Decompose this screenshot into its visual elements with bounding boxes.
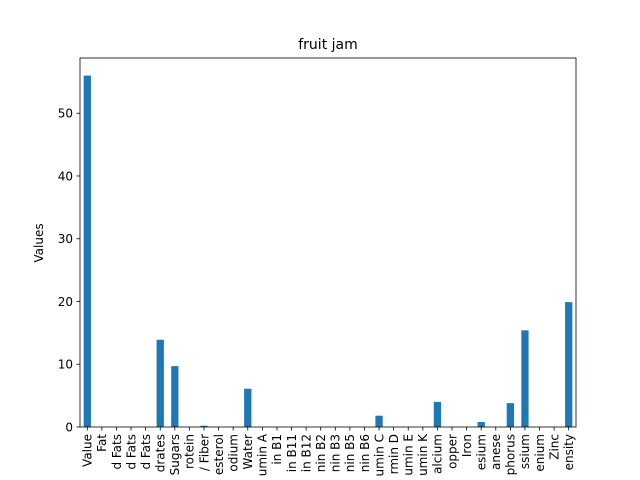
y-tick-label: 50 xyxy=(58,107,73,121)
x-tick-label: nin B6 xyxy=(358,434,372,472)
x-tick-label: anese xyxy=(489,434,503,470)
x-tick-label: d Fats xyxy=(139,434,153,470)
y-tick-label: 40 xyxy=(58,169,73,183)
x-tick-label: in B12 xyxy=(299,434,313,472)
y-tick-label: 20 xyxy=(58,295,73,309)
x-tick-label: in B11 xyxy=(285,434,299,472)
bar xyxy=(375,415,383,427)
x-tick-label: umin A xyxy=(256,433,270,476)
y-axis-ticks: 0 10 20 30 40 50 xyxy=(58,107,80,435)
y-axis-label: Values xyxy=(32,223,46,262)
x-tick-label: nin B3 xyxy=(329,434,343,472)
bar xyxy=(477,421,485,427)
x-tick-label: umin C xyxy=(372,434,386,476)
x-tick-label: Iron xyxy=(460,434,474,457)
x-tick-label: Zinc xyxy=(547,434,561,460)
x-tick-label: umin E xyxy=(402,434,416,476)
x-tick-label: opper xyxy=(445,434,459,469)
x-tick-label: rmin D xyxy=(387,434,401,474)
bar xyxy=(156,339,164,427)
x-tick-label: odium xyxy=(226,434,240,472)
x-tick-label: ssium xyxy=(518,434,532,469)
y-tick-label: 30 xyxy=(58,232,73,246)
plot-frame xyxy=(79,57,577,428)
x-tick-label: Water xyxy=(241,434,255,470)
bar xyxy=(244,388,252,427)
x-tick-label: alcium xyxy=(431,434,445,474)
x-tick-label: d Fats xyxy=(124,434,138,470)
bar xyxy=(521,330,529,427)
chart-title: fruit jam xyxy=(298,37,358,53)
bar xyxy=(200,425,208,427)
x-tick-label: Value xyxy=(81,434,95,467)
x-tick-label: rotein xyxy=(183,434,197,469)
bars-group xyxy=(83,75,573,427)
x-tick-label: ensity xyxy=(562,434,576,470)
y-tick-label: 0 xyxy=(65,421,73,435)
bar xyxy=(433,401,442,427)
x-tick-label: drates xyxy=(154,434,168,472)
x-tick-label: nin B5 xyxy=(343,434,357,472)
y-tick-label: 10 xyxy=(58,358,73,372)
bar xyxy=(506,403,514,427)
x-tick-label: Sugars xyxy=(168,434,182,475)
x-tick-label: / Fiber xyxy=(197,434,211,471)
bar xyxy=(83,75,91,427)
x-tick-label: esterol xyxy=(212,434,226,475)
x-tick-label: d Fats xyxy=(110,434,124,470)
x-tick-label: esium xyxy=(474,434,488,470)
x-tick-label: Fat xyxy=(95,434,109,452)
x-tick-label: enium xyxy=(533,434,547,472)
x-tick-label: umin K xyxy=(416,433,430,476)
x-tick-label: phorus xyxy=(504,434,518,475)
bar xyxy=(565,302,573,427)
x-tick-label: in B1 xyxy=(270,434,284,465)
x-tick-label: nin B2 xyxy=(314,434,328,472)
bar xyxy=(171,366,179,427)
x-axis-ticks: Value Fat d Fats d Fats d Fats drates Sugars ro… xyxy=(81,427,576,476)
